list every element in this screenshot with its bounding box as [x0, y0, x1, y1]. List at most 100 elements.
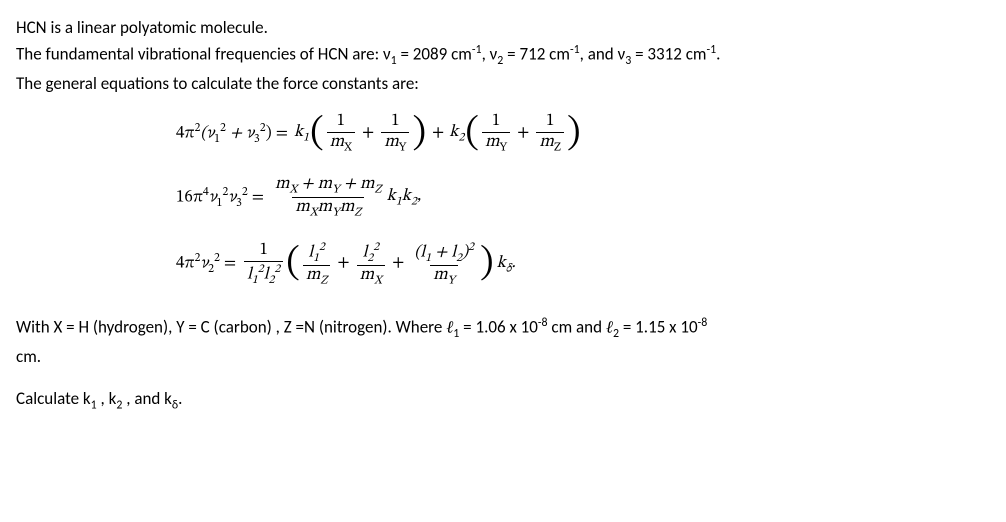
sep2: , and: [580, 43, 618, 64]
eq2-num: mX + mY + mZ: [272, 176, 385, 197]
eq1-fmy2-den: mY: [482, 132, 510, 154]
outro-l2exp: -8: [698, 316, 708, 330]
eq3-ff-l2s: 2: [269, 274, 275, 286]
eq2-d-xs: X: [310, 206, 318, 218]
eq1-plus-nu3: + ν: [226, 125, 254, 142]
eq2-k1: k: [387, 188, 396, 205]
eq2-comma: ,: [417, 188, 421, 205]
eq3-ff-l2e: 2: [274, 263, 280, 275]
eq3-dot: .: [512, 255, 516, 272]
outro-l1exp: -8: [538, 316, 548, 330]
eq2-bigfrac: mX + mY + mZ mXmYmZ: [272, 176, 385, 219]
eq2-n-mx: m: [275, 176, 289, 193]
eq1-k1-sub: 1: [303, 132, 309, 144]
intro-line-1: HCN is a linear polyatomic molecule.: [16, 16, 990, 40]
eq1-ys1: Y: [399, 142, 407, 154]
nu2-val: = 712 cm: [503, 43, 570, 64]
eq2-k1k2: k1k2,: [387, 185, 421, 210]
nu1-sym: ν: [383, 43, 391, 64]
eq3-plus1: +: [337, 252, 349, 276]
nu1-exp: -1: [472, 43, 482, 57]
intro-line-2: The fundamental vibrational frequencies …: [16, 42, 990, 70]
equation-1: 4π2(ν12 + ν32) = k1 ( 1 mX + 1 mY ) + k2…: [176, 113, 990, 154]
eq2-n-mz: + m: [340, 176, 375, 193]
eq1-fmz-den: mZ: [536, 132, 564, 154]
sep1: ,: [482, 43, 490, 64]
eq3-t1: l12 mZ: [303, 241, 331, 287]
eq3-ff-den: l12l22: [244, 261, 283, 287]
eq1-open: (ν: [200, 125, 214, 142]
nu3-exp: -1: [706, 43, 716, 57]
intro-line-3: The general equations to calculate the f…: [16, 72, 990, 96]
eq3-lhs: 4π2ν22 =: [176, 250, 236, 278]
eq3-t3-num: (l1 + l2)2: [411, 241, 477, 266]
eq2-lhs: 16π4ν12ν32 =: [176, 184, 264, 212]
eq3-ff-l1s: 1: [252, 274, 258, 286]
eq1-xs1: X: [344, 142, 352, 154]
nu2-exp: -1: [570, 43, 580, 57]
eq1-lparen1: (: [310, 117, 324, 151]
eq1-m2: m: [384, 134, 398, 151]
outro-l2: ℓ: [606, 318, 613, 337]
eq1-frac-mx: 1 mX: [327, 113, 355, 154]
eq1-4pi: 4π: [176, 125, 194, 142]
eq1-fmz-num: 1: [543, 113, 557, 132]
outro-cm: cm.: [16, 345, 990, 369]
eq2-eq: =: [248, 189, 264, 206]
eq3-t2-den: mX: [357, 265, 385, 287]
equation-2: 16π4ν12ν32 = mX + mY + mZ mXmYmZ k1k2,: [176, 176, 990, 219]
eq3-t2-m: m: [360, 267, 374, 284]
intro-end: .: [716, 43, 720, 64]
eq1-frac-my: 1 mY: [381, 113, 409, 154]
eq2-n-ys: Y: [332, 183, 340, 195]
eq3-t1-den: mZ: [303, 265, 331, 287]
eq2-nu1s: 1: [216, 197, 222, 209]
eq2-16pi: 16π: [176, 189, 203, 206]
eq3-t3-ms: Y: [448, 275, 456, 287]
eq3-t2-le: 2: [373, 241, 379, 253]
eq1-lparen2: (: [465, 117, 479, 151]
eq1-fmx-den: mX: [327, 132, 355, 154]
eq3-nu2: ν: [200, 256, 208, 273]
eq3-t1-le: 2: [319, 241, 325, 253]
eq1-frac-mz: 1 mZ: [536, 113, 564, 154]
outro-with: With X = H (hydrogen), Y = C (carbon) , …: [16, 315, 990, 343]
eq3-t3-sq: 2: [468, 241, 474, 253]
eq3-kdelta: kδ.: [497, 252, 516, 277]
eq3-t2-num: l22: [360, 241, 383, 266]
eq1-nu1s: 1: [214, 133, 220, 145]
eq3-t1-ls: 1: [313, 252, 319, 264]
eq3-front-frac: 1 l12l22: [244, 242, 283, 286]
eq1-fmy-num: 1: [388, 113, 402, 132]
eq1-fmy2-num: 1: [489, 113, 503, 132]
eq1-nu3s: 3: [254, 133, 260, 145]
eq2-d-my: m: [318, 199, 332, 216]
eq2-n-my: + m: [297, 176, 332, 193]
calc-c: , and k: [122, 388, 172, 409]
equation-3: 4π2ν22 = 1 l12l22 ( l12 mZ + l22 mX + (l…: [176, 241, 990, 287]
eq1-lhs: 4π2(ν12 + ν32) =: [176, 120, 288, 148]
eq2-d-ys: Y: [332, 206, 340, 218]
eq2-nu3: ν: [228, 189, 236, 206]
eq3-t3-den: mY: [430, 265, 458, 287]
eq1-m4: m: [539, 134, 553, 151]
eq2-d-mx: m: [295, 199, 309, 216]
eq3-t3: (l1 + l2)2 mY: [411, 241, 477, 287]
eq1-plus2: +: [432, 122, 444, 146]
eq2-nu3s: 3: [236, 197, 242, 209]
eq1-k2-sub: 2: [459, 132, 465, 144]
eq3-nu2s: 2: [208, 263, 214, 275]
intro-line-2-prefix: The fundamental vibrational frequencies …: [16, 43, 383, 64]
equations-block: 4π2(ν12 + ν32) = k1 ( 1 mX + 1 mY ) + k2…: [16, 113, 990, 287]
eq3-ff-num: 1: [256, 242, 270, 261]
eq1-m1: m: [330, 134, 344, 151]
eq3-lparen: (: [286, 247, 300, 281]
eq3-rparen: ): [480, 247, 494, 281]
eq1-eq: ) =: [266, 125, 288, 142]
eq1-rparen1: ): [412, 117, 426, 151]
calculate-line: Calculate k1 , k2 , and kδ.: [16, 387, 990, 414]
eq2-k2: k: [402, 188, 411, 205]
eq1-fmx-num: 1: [334, 113, 348, 132]
eq1-k1: k1: [294, 121, 309, 146]
eq2-d-zs: Z: [354, 206, 361, 218]
